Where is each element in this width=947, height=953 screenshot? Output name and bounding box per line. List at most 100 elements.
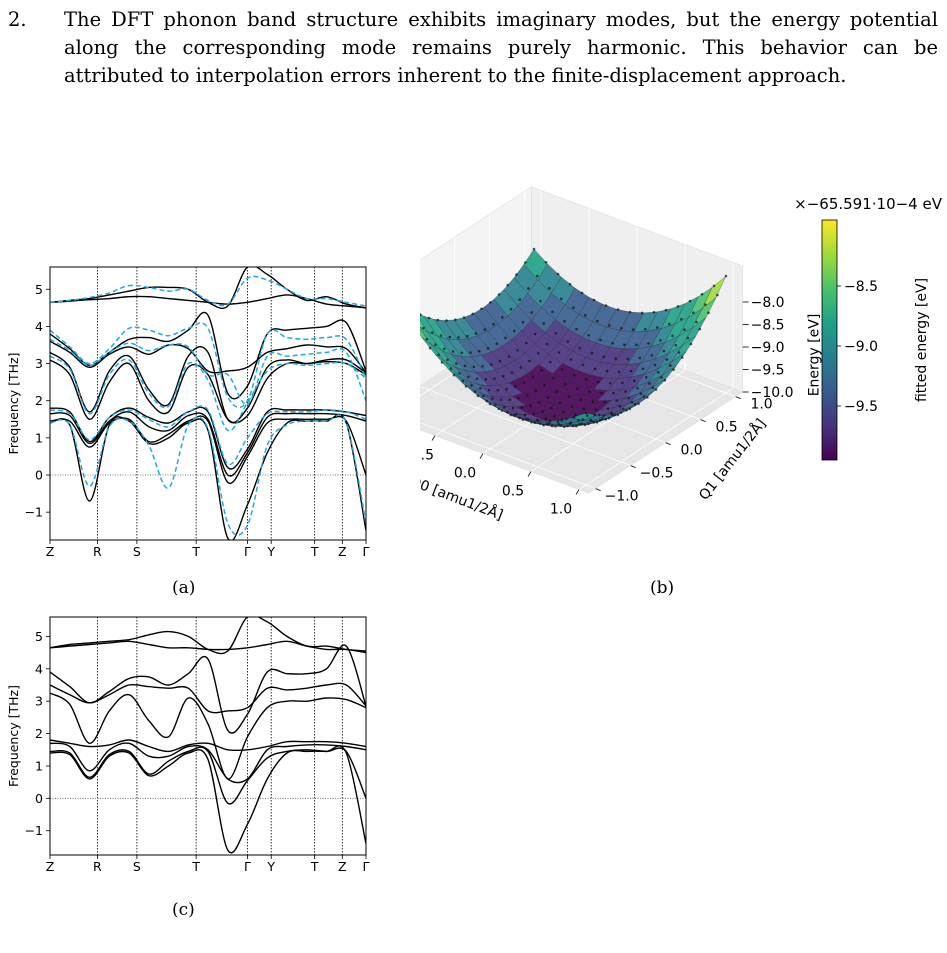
sample-point bbox=[596, 319, 599, 323]
sample-point bbox=[724, 274, 728, 278]
sample-point bbox=[521, 418, 525, 421]
sample-point bbox=[460, 351, 464, 355]
band-6 bbox=[50, 742, 366, 784]
sample-point bbox=[645, 376, 648, 379]
sample-point bbox=[521, 321, 525, 324]
sample-point bbox=[463, 364, 467, 368]
y-tick-mark bbox=[595, 488, 601, 491]
sample-point bbox=[496, 389, 500, 392]
x-tick-mark bbox=[527, 471, 532, 477]
sample-point bbox=[476, 394, 480, 398]
x-tick-label: Γ bbox=[363, 859, 370, 874]
sample-point bbox=[611, 413, 614, 416]
sample-point bbox=[660, 376, 663, 379]
sample-point bbox=[467, 375, 470, 379]
sample-point bbox=[451, 350, 455, 353]
y-tick-label: 1 bbox=[35, 430, 43, 445]
sample-point bbox=[630, 400, 634, 404]
sample-point bbox=[553, 414, 556, 418]
x-tick-label: T bbox=[310, 544, 319, 559]
sample-point bbox=[672, 368, 675, 371]
x-tick-label: S bbox=[133, 544, 141, 559]
sample-point bbox=[580, 291, 584, 295]
sample-point bbox=[481, 365, 484, 368]
y-tick-label: 5 bbox=[35, 629, 43, 644]
sample-point bbox=[505, 387, 508, 391]
sample-point bbox=[499, 398, 503, 402]
sample-point bbox=[489, 301, 492, 304]
sample-point bbox=[455, 362, 458, 365]
sample-point bbox=[554, 425, 557, 428]
sample-point bbox=[452, 373, 456, 377]
sample-point bbox=[653, 363, 657, 367]
sample-points bbox=[420, 247, 728, 429]
x-tick-mark bbox=[479, 453, 484, 459]
sample-point bbox=[541, 410, 544, 413]
sample-point bbox=[501, 316, 504, 319]
sample-point bbox=[539, 299, 542, 303]
sample-point bbox=[591, 400, 595, 404]
y-tick-label: 3 bbox=[35, 694, 43, 709]
sample-point bbox=[601, 417, 604, 420]
sample-point bbox=[446, 358, 449, 362]
sample-point bbox=[503, 405, 506, 409]
sample-point bbox=[525, 341, 528, 345]
sample-point bbox=[593, 367, 597, 371]
sample-point bbox=[457, 336, 460, 339]
sample-point bbox=[475, 377, 479, 381]
sample-point bbox=[569, 421, 573, 424]
sample-point bbox=[626, 357, 630, 361]
sample-point bbox=[507, 355, 511, 358]
sample-point bbox=[572, 306, 575, 310]
energy-surface-chart-b: −1.0−0.50.00.51.0Q0 [amu1/2Å]−1.0−0.50.0… bbox=[420, 186, 943, 524]
sample-point bbox=[570, 405, 574, 408]
y-axis-label: Frequency [THz] bbox=[6, 685, 21, 787]
sample-point bbox=[579, 398, 583, 402]
sample-point bbox=[487, 388, 491, 392]
band-5 bbox=[50, 739, 366, 753]
sample-point bbox=[539, 422, 542, 425]
sample-point bbox=[531, 375, 535, 379]
sample-point bbox=[527, 287, 530, 290]
sample-point bbox=[564, 382, 567, 386]
sample-point bbox=[599, 338, 602, 342]
sample-point bbox=[536, 274, 539, 278]
x-tick-label: T bbox=[191, 859, 200, 874]
sample-point bbox=[639, 392, 643, 395]
sample-point bbox=[585, 378, 588, 381]
band-lines bbox=[50, 617, 366, 854]
y-tick-label: −0.5 bbox=[640, 466, 674, 482]
sample-point bbox=[554, 332, 558, 335]
x-tick-label: Z bbox=[338, 544, 347, 559]
sample-point bbox=[560, 418, 564, 422]
y-tick-label: −1 bbox=[25, 823, 43, 838]
sample-point bbox=[464, 385, 468, 388]
sample-point bbox=[518, 298, 522, 301]
sample-point bbox=[420, 313, 422, 316]
sample-point bbox=[584, 313, 587, 317]
x-tick-label: Y bbox=[266, 544, 275, 559]
sample-point bbox=[439, 334, 443, 337]
x-tick-label: T bbox=[191, 544, 200, 559]
z-tick-label: −9.5 bbox=[751, 363, 785, 379]
x-tick-label: Z bbox=[46, 544, 55, 559]
sample-point bbox=[509, 413, 513, 417]
sample-point bbox=[594, 408, 598, 411]
sample-point bbox=[566, 340, 570, 343]
sample-point bbox=[665, 358, 669, 361]
sample-point bbox=[556, 272, 560, 276]
sample-point bbox=[514, 385, 517, 388]
sample-point bbox=[668, 322, 671, 326]
x-tick-label: 1.0 bbox=[550, 502, 572, 518]
sample-point bbox=[515, 273, 518, 276]
sample-point bbox=[637, 402, 640, 406]
y-tick-label: 4 bbox=[35, 661, 43, 676]
x-tick-label: R bbox=[93, 859, 102, 874]
sample-point bbox=[575, 327, 578, 331]
y-tick-label: −1.0 bbox=[605, 489, 639, 505]
sample-point bbox=[614, 357, 618, 360]
sample-point bbox=[469, 351, 472, 354]
sample-point bbox=[704, 303, 707, 306]
sample-point bbox=[575, 424, 578, 428]
y-tick-label: 2 bbox=[35, 393, 43, 408]
